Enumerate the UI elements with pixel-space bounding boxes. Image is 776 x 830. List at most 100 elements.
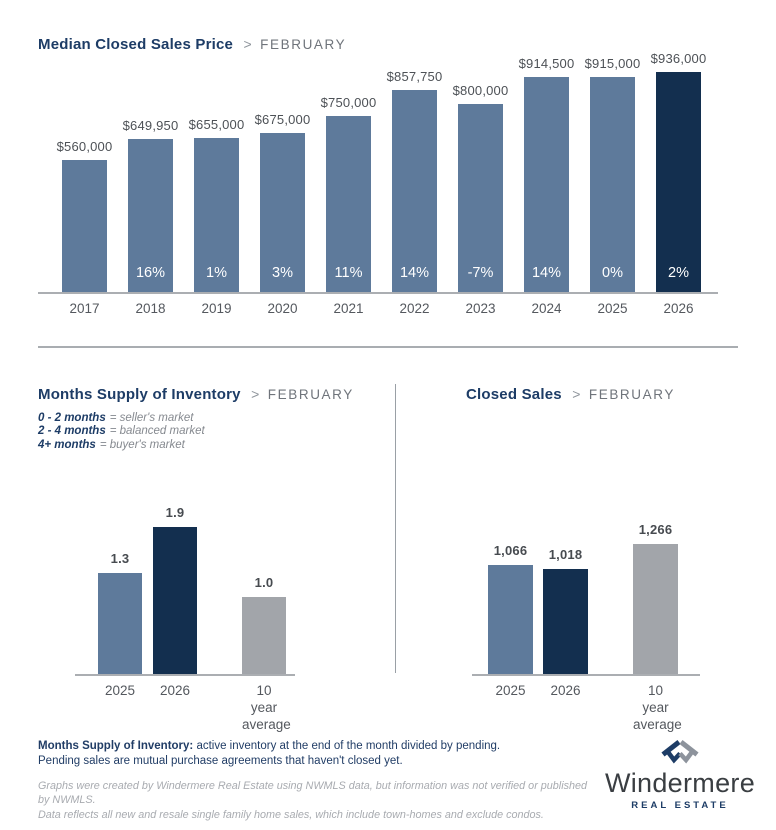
bar-column: 1,266 (633, 522, 678, 674)
bar (242, 597, 286, 675)
x-axis-labels: 2025 2026 10 year average (75, 683, 295, 734)
bar (633, 543, 678, 674)
legend-meaning: = buyer's market (99, 438, 185, 451)
chevron-right-icon: > (572, 385, 581, 402)
disclaimer-line-1: Graphs were created by Windermere Real E… (38, 779, 588, 807)
bar (543, 568, 588, 674)
horizontal-divider (38, 345, 738, 348)
bar: -7% (458, 104, 503, 292)
bar-value-label: $857,750 (386, 69, 443, 84)
legend-meaning: = seller's market (109, 411, 194, 424)
bar: 14% (392, 90, 437, 292)
closed-sales-section: Closed Sales > FEBRUARY 1,066 1,018 1,266 … (395, 386, 776, 732)
bar-value-label: $915,000 (584, 56, 641, 71)
bar-column: $675,000 3% (255, 112, 310, 292)
chart-subtitle: FEBRUARY (260, 37, 347, 52)
bar-pct-label: 1% (206, 265, 227, 281)
definition-term: Months Supply of Inventory: (38, 739, 194, 752)
x-axis-label: 2022 (399, 301, 430, 316)
x-axis-label: 2020 (267, 301, 298, 316)
bar-column: 1.3 (98, 551, 142, 675)
bar-column: $750,000 11% (321, 95, 376, 292)
chart-title: Median Closed Sales Price (38, 36, 234, 53)
bar (153, 527, 197, 675)
bar-value-label: $914,500 (518, 56, 575, 71)
bar-value-label: $675,000 (254, 112, 311, 127)
x-axis-line (472, 673, 700, 676)
legend-line: 2 - 4 months = balanced market (38, 425, 395, 439)
bar-value-label: $750,000 (320, 95, 377, 110)
bar-pct-label: 14% (531, 265, 562, 281)
bar: 2% (656, 72, 701, 292)
bar-value-label: $936,000 (650, 51, 707, 66)
bar-value-label: 1.3 (110, 551, 130, 567)
bar-value-label: 1.9 (165, 505, 185, 521)
x-axis-label: 2026 (159, 683, 191, 699)
bar-pct-label: 3% (272, 265, 293, 281)
legend-line: 0 - 2 months = seller's market (38, 412, 395, 426)
x-axis-line (38, 292, 718, 294)
bar-value-label: 1.0 (254, 575, 274, 591)
x-axis-label: 2026 (550, 682, 581, 698)
legend-range: 4+ months (38, 438, 96, 451)
x-axis-label: 2024 (531, 301, 562, 316)
definition-line-1: Months Supply of Inventory: active inven… (38, 739, 598, 754)
logo-tagline: REAL ESTATE (631, 799, 729, 811)
bar-value-label: 1,266 (638, 521, 673, 537)
windermere-diamond-icon (661, 739, 699, 764)
footer: Months Supply of Inventory: active inven… (0, 736, 776, 823)
months-supply-chart: 1.3 1.9 1.0 2025 2026 10 year average (75, 505, 295, 734)
x-axis-label: 2019 (201, 301, 232, 316)
closed-sales-header: Closed Sales > FEBRUARY (466, 386, 776, 404)
legend-meaning: = balanced market (109, 425, 205, 438)
bar-column: $936,000 2% (651, 51, 706, 292)
bar-value-label: 1,018 (548, 546, 583, 562)
x-axis-label: 10 year average (242, 683, 291, 733)
bar-pct-label: 16% (135, 265, 166, 281)
definition-text: active inventory at the end of the month… (193, 739, 501, 752)
bar-value-label: $800,000 (452, 83, 509, 98)
bar-pct-label: 0% (602, 265, 623, 281)
x-axis-label: 2025 (104, 683, 136, 699)
legend-range: 0 - 2 months (38, 411, 106, 424)
median-price-header: Median Closed Sales Price > FEBRUARY (38, 36, 738, 54)
bar: 14% (524, 77, 569, 292)
bar-column: $655,000 1% (189, 117, 244, 292)
x-axis-label: 2021 (333, 301, 364, 316)
bar (98, 573, 142, 675)
bar: 3% (260, 133, 305, 292)
bar (62, 160, 107, 292)
months-supply-section: Months Supply of Inventory > FEBRUARY 0 … (0, 386, 395, 732)
legend-line: 4+ months = buyer's market (38, 439, 395, 453)
logo-wordmark: Windermere (604, 767, 756, 798)
bar: 0% (590, 77, 635, 292)
bar-column: $915,000 0% (585, 56, 640, 292)
bar-column: $857,750 14% (387, 69, 442, 292)
x-axis-labels: 2017 2018 2019 2020 2021 2022 2023 2024 2025 2026 (38, 301, 718, 318)
x-axis-labels: 2025 2026 10 year average (472, 683, 700, 734)
bar-column: 1.9 (153, 505, 197, 675)
bar-value-label: $649,950 (122, 118, 179, 133)
bottom-section: Months Supply of Inventory > FEBRUARY 0 … (0, 383, 776, 732)
bar-column: $800,000 -7% (453, 83, 508, 292)
vertical-divider (395, 383, 396, 673)
disclaimer: Graphs were created by Windermere Real E… (38, 779, 598, 823)
market-legend: 0 - 2 months = seller's market 2 - 4 mont… (38, 412, 395, 453)
bar-column: 1,066 (488, 543, 533, 674)
x-axis-label: 2026 (663, 301, 694, 316)
bar-value-label: $655,000 (188, 117, 245, 132)
bar-column: $914,500 14% (519, 56, 574, 292)
chart-plot: 1,066 1,018 1,266 (472, 522, 700, 674)
x-axis-label: 2018 (135, 301, 166, 316)
chart-subtitle: FEBRUARY (588, 386, 675, 402)
bar-column: $560,000 (57, 139, 112, 292)
windermere-logo: Windermere REAL ESTATE (598, 736, 762, 823)
bar-pct-label: -7% (467, 265, 494, 281)
x-axis-label: 2025 (597, 301, 628, 316)
footer-text: Months Supply of Inventory: active inven… (38, 736, 598, 823)
chevron-right-icon: > (243, 36, 252, 52)
bar-pct-label: 11% (334, 265, 363, 281)
median-price-section: Median Closed Sales Price > FEBRUARY $56… (0, 0, 776, 318)
x-axis-label: 2025 (495, 682, 526, 698)
months-supply-header: Months Supply of Inventory > FEBRUARY (38, 386, 395, 404)
